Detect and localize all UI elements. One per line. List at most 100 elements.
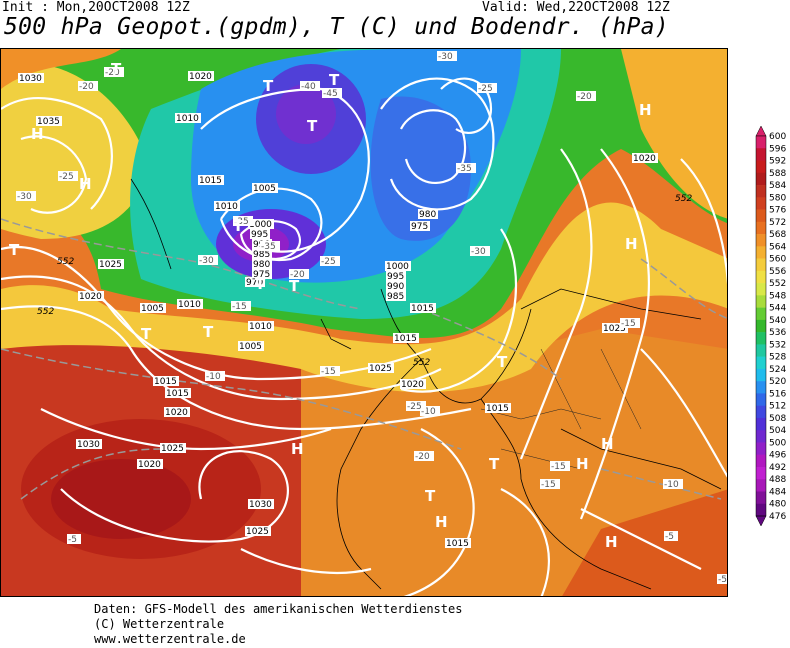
pressure-label: 1015 [446,539,469,549]
pressure-label: 1015 [199,176,222,186]
pressure-label-bg [18,73,44,83]
pressure-label: 1035 [37,117,60,127]
colorbar-bottom-arrow [755,515,767,526]
pressure-label-bg [386,281,406,291]
temperature-label-bg [414,451,434,461]
colorbar-label: 512 [769,402,786,412]
colorbar-label: 556 [769,267,786,277]
pressure-label-bg [76,439,102,449]
temperature-label-bg [550,461,570,471]
colorbar-label: 496 [769,451,786,461]
credits-url: www.wetterzentrale.de [94,632,246,646]
temperature-label-bg [16,191,36,201]
pressure-label-bg [250,229,270,239]
temperature-label: -15 [621,319,636,329]
sw-hot-center [51,459,191,539]
colorbar-swatch [756,430,766,443]
low-pressure-center: T [425,487,436,505]
temperature-label-bg [664,531,678,541]
pressure-label: 990 [387,282,404,292]
temperature-label: -35 [457,164,472,174]
nw-orange [1,49,121,89]
temperature-label: -15 [541,480,556,490]
pressure-label-bg [248,321,274,331]
temperature-label: -30 [438,52,453,62]
temperature-label-bg [231,301,251,311]
colorbar-swatch [756,246,766,259]
temperature-label-bg [437,51,457,61]
temperature-label: -10 [421,407,436,417]
colorbar-label: 568 [769,230,786,240]
temperature-label: -10 [664,480,679,490]
pressure-label-bg [160,443,186,453]
map-labels: 1030103510201010101510101005100099599098… [9,51,727,585]
colorbar-label: 488 [769,475,786,485]
pressure-label-bg [245,526,271,536]
yellow-band [1,202,727,393]
pressure-label-bg [386,271,406,281]
colorbar-swatch [756,332,766,345]
temperature-label: -15 [232,302,247,312]
low-pressure-center: T [497,353,508,371]
pressure-label: 980 [253,260,270,270]
colorbar-label: 548 [769,291,786,301]
geopotential-label: 552 [57,257,74,267]
pressure-label: 1025 [369,364,392,374]
colorbar-label: 484 [769,487,786,497]
pressure-label-bg [410,221,430,231]
temperature-label: -20 [105,68,120,78]
colorbar-swatches [755,126,767,526]
pressure-label: 1005 [141,304,164,314]
colorbar-swatch [756,283,766,296]
temperature-label: -5 [665,532,674,542]
colorbar-label: 564 [769,242,786,252]
pressure-label-bg [198,175,224,185]
colorbar-label: 560 [769,255,786,265]
pressure-label-bg [252,259,272,269]
colorbar-label: 504 [769,426,786,436]
colorbar-label: 576 [769,206,786,216]
pressure-label-bg [78,291,104,301]
temperature-label-bg [322,88,342,98]
temperature-label-bg [205,371,225,381]
temperature-label-bg [470,246,490,256]
pressure-label: 985 [387,292,404,302]
pressure-label: 1020 [79,292,102,302]
temperature-label: -25 [59,172,74,182]
pressure-label: 1015 [394,334,417,344]
colorbar-swatch [756,381,766,394]
colorbar-labels: 600 596 592 588 584 580 576 572 568 564 560 556 552 5… [769,132,786,522]
low-pressure-center: T [9,241,20,259]
temperature-label: -15 [551,462,566,472]
temperature-label: -20 [415,452,430,462]
colorbar-swatch [756,234,766,247]
low-pressure-center: T [329,71,340,89]
temperature-label: -30 [199,256,214,266]
pressure-label: 980 [419,210,436,220]
pressure-label-bg [137,459,163,469]
credits: Daten: GFS-Modell des amerikanischen Wet… [94,602,462,647]
temperature-label: -30 [17,192,32,202]
pressure-label: 1015 [411,304,434,314]
colorbar-swatch [756,417,766,431]
isobars [1,77,727,596]
pressure-label: 1020 [401,380,424,390]
pressure-label-bg [632,153,658,163]
pressure-label: 995 [387,272,404,282]
colorbar-label: 524 [769,365,786,375]
pressure-label: 1025 [603,324,626,334]
temperature-label: -5 [68,535,77,545]
colorbar-label: 500 [769,438,786,448]
temperature-label-bg [620,318,640,328]
pressure-label-bg [175,113,201,123]
temperature-isotherms [1,218,727,500]
colorbar-swatch [756,442,766,456]
pressure-label-bg [164,407,190,417]
pressure-label-bg [410,303,436,313]
colorbar-label: 592 [769,157,786,167]
colorbar-label: 588 [769,169,786,179]
high-pressure-center: H [31,125,44,143]
pressure-label-bg [153,376,179,386]
pressure-label: 1010 [249,322,272,332]
high-pressure-center: H [79,175,92,193]
